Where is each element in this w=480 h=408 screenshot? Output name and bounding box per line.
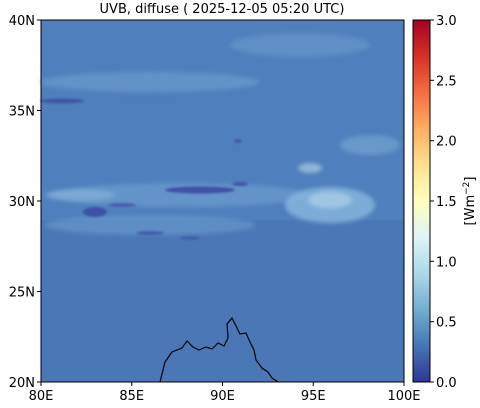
colorbar-tick-label: 2.0 <box>436 135 457 150</box>
colorbar-unit-label: [Wm−2] <box>462 177 478 226</box>
streak-28n-b <box>180 236 200 240</box>
lon-tick-label: 100E <box>387 389 420 404</box>
lon-tick-labels: 80E 85E 90E 95E 100E <box>29 389 421 404</box>
colorbar-tick-label: 0.5 <box>436 316 457 331</box>
lon-ticks <box>40 382 405 386</box>
lat-tick-labels: 40N 35N 30N 25N 20N <box>9 14 35 391</box>
cloud-north <box>230 33 370 57</box>
cloud-west-band <box>45 189 115 201</box>
streak-central-30n-b <box>232 182 248 186</box>
streak-spot <box>234 139 242 143</box>
colorbar-tick-label: 3.0 <box>436 14 457 29</box>
streak-west-35n <box>40 98 84 104</box>
cloud-northeast <box>340 135 400 155</box>
lat-tick-label: 20N <box>9 376 35 391</box>
cloud-features <box>40 33 400 235</box>
streak-west-29n-b <box>108 203 136 207</box>
coastline <box>159 316 279 383</box>
colorbar-tick-label: 1.5 <box>436 195 457 210</box>
cloud-east-spot <box>298 163 322 173</box>
colorbar-bar <box>412 19 431 383</box>
lat-tick-label: 25N <box>9 286 35 301</box>
streak-28n <box>136 231 164 235</box>
lon-tick-label: 90E <box>210 389 235 404</box>
streak-west-29n <box>83 207 107 217</box>
streak-central-30n <box>165 186 235 194</box>
dark-streaks <box>40 98 248 240</box>
lon-tick-label: 85E <box>119 389 144 404</box>
cloud-northwest <box>40 72 260 92</box>
cloud-east-core <box>308 192 352 208</box>
map-field <box>40 20 404 383</box>
colorbar-tick-label: 2.5 <box>436 74 457 89</box>
map-title: UVB, diffuse ( 2025-12-05 05:20 UTC) <box>99 2 345 17</box>
colorbar-ticks <box>430 19 434 383</box>
colorbar-tick-label: 1.0 <box>436 255 457 270</box>
colorbar-tick-label: 0.0 <box>436 376 457 391</box>
lat-tick-label: 35N <box>9 105 35 120</box>
colorbar-tick-labels: 3.0 2.5 2.0 1.5 1.0 0.5 0.0 <box>436 14 457 391</box>
lon-tick-label: 95E <box>301 389 326 404</box>
lat-tick-label: 30N <box>9 195 35 210</box>
lat-ticks <box>37 19 41 383</box>
lon-tick-label: 80E <box>29 389 54 404</box>
cloud-central <box>50 183 310 207</box>
lat-tick-label: 40N <box>9 14 35 29</box>
cloud-south-band <box>45 215 255 235</box>
colorbar: 3.0 2.5 2.0 1.5 1.0 0.5 0.0 [Wm−2] <box>412 14 478 391</box>
